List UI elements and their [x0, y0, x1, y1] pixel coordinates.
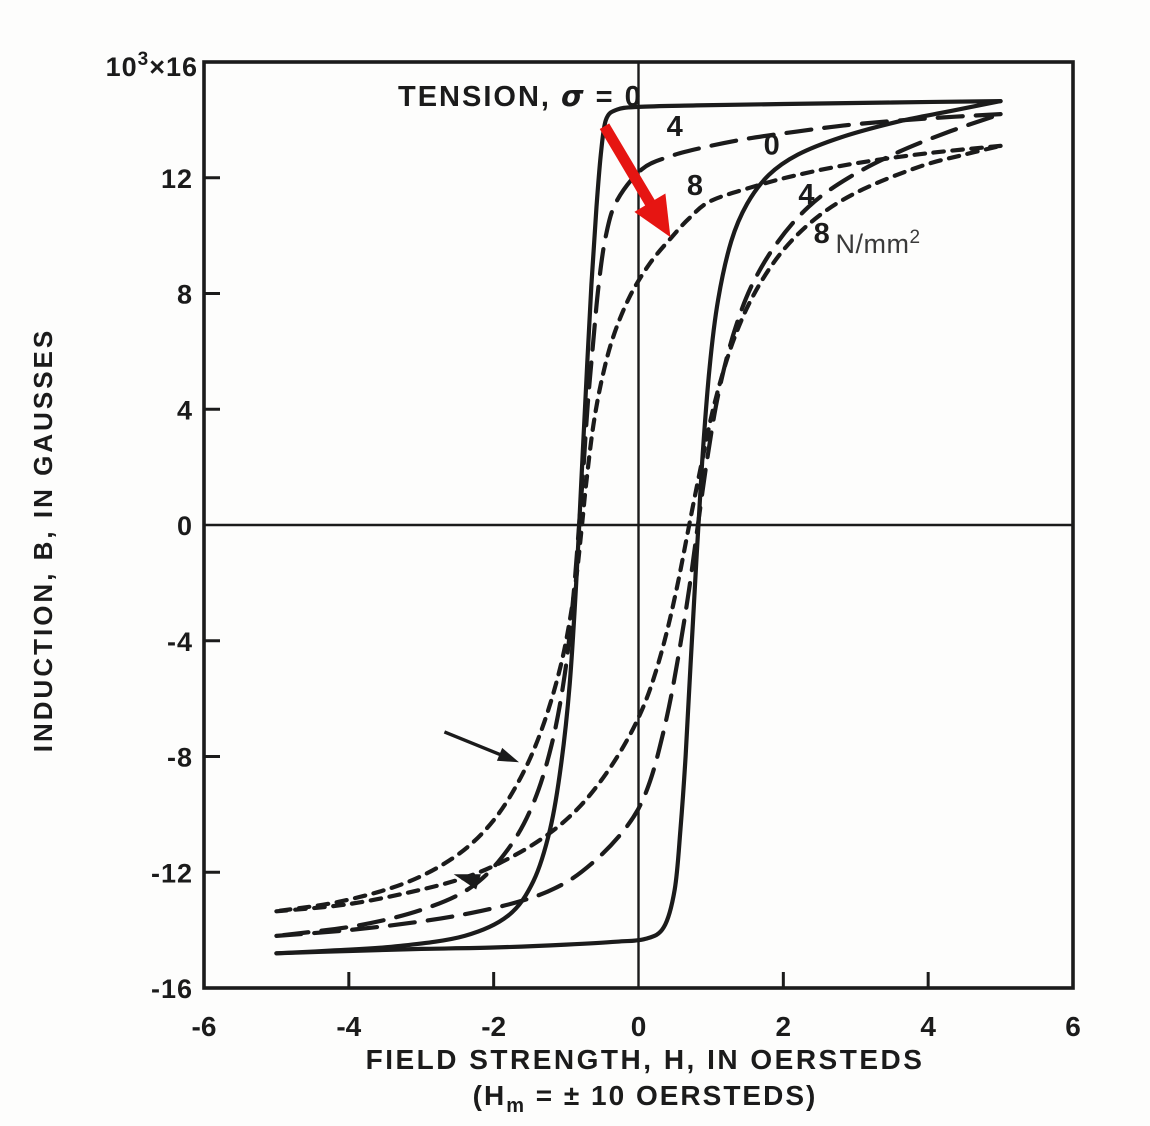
x-tick-label--6: -6 — [192, 1011, 217, 1042]
black-arrow-head — [496, 747, 519, 763]
black-arrow-shaft — [443, 730, 506, 758]
y-tick-label-8: 8 — [177, 280, 193, 310]
chart-title: TENSION, σ = 0 — [398, 79, 643, 113]
curve-label-ascending-4: 4 — [798, 179, 814, 211]
y-tick-label-4: 4 — [177, 395, 193, 425]
x-tick-label-4: 4 — [920, 1011, 936, 1042]
annotation-arrows-group — [443, 123, 671, 890]
y-tick-label--12: -12 — [151, 858, 193, 888]
x-tick-label--2: -2 — [481, 1011, 506, 1042]
x-tick-label-0: 0 — [631, 1011, 647, 1042]
curve-sigma-4-descending — [274, 112, 1003, 938]
y-tick-label-0: 0 — [177, 511, 193, 541]
curve-sigma-8-descending — [274, 143, 1003, 914]
x-axis-title: FIELD STRENGTH, H, IN OERSTEDS — [366, 1044, 925, 1075]
red-arrow-head — [634, 193, 671, 238]
curve-label-descending-4: 4 — [667, 111, 683, 143]
y-tick-label--4: -4 — [167, 627, 193, 657]
curve-label-descending-8: 8 — [687, 170, 703, 202]
curve-sigma-8-ascending — [274, 143, 1003, 914]
curve-label-ascending-8: 8 — [814, 218, 830, 250]
x-tick-label-6: 6 — [1065, 1011, 1081, 1042]
x-tick-label-2: 2 — [776, 1011, 792, 1042]
x-tick-label--4: -4 — [336, 1011, 361, 1042]
x-axis-subtitle: (Hm = ± 10 OERSTEDS) — [473, 1080, 818, 1117]
y-tick-label--16: -16 — [151, 974, 193, 1004]
loop-direction-arrowhead — [453, 874, 481, 890]
curve-label-ascending-0: 0 — [764, 130, 780, 162]
y-tick-label-12: 12 — [161, 164, 193, 194]
y-axis-title: INDUCTION, B, IN GAUSSES — [28, 328, 58, 752]
curve-sigma-0-ascending — [274, 99, 1003, 956]
curves-group — [274, 99, 1003, 956]
y-axis-scale-label: 103×16 — [106, 49, 198, 82]
unit-label: N/mm2 — [836, 227, 921, 259]
y-tick-label--8: -8 — [167, 743, 193, 773]
red-arrow-shaft — [599, 123, 660, 215]
curve-sigma-0-descending — [274, 99, 1003, 956]
curve-sigma-4-ascending — [274, 112, 1003, 938]
